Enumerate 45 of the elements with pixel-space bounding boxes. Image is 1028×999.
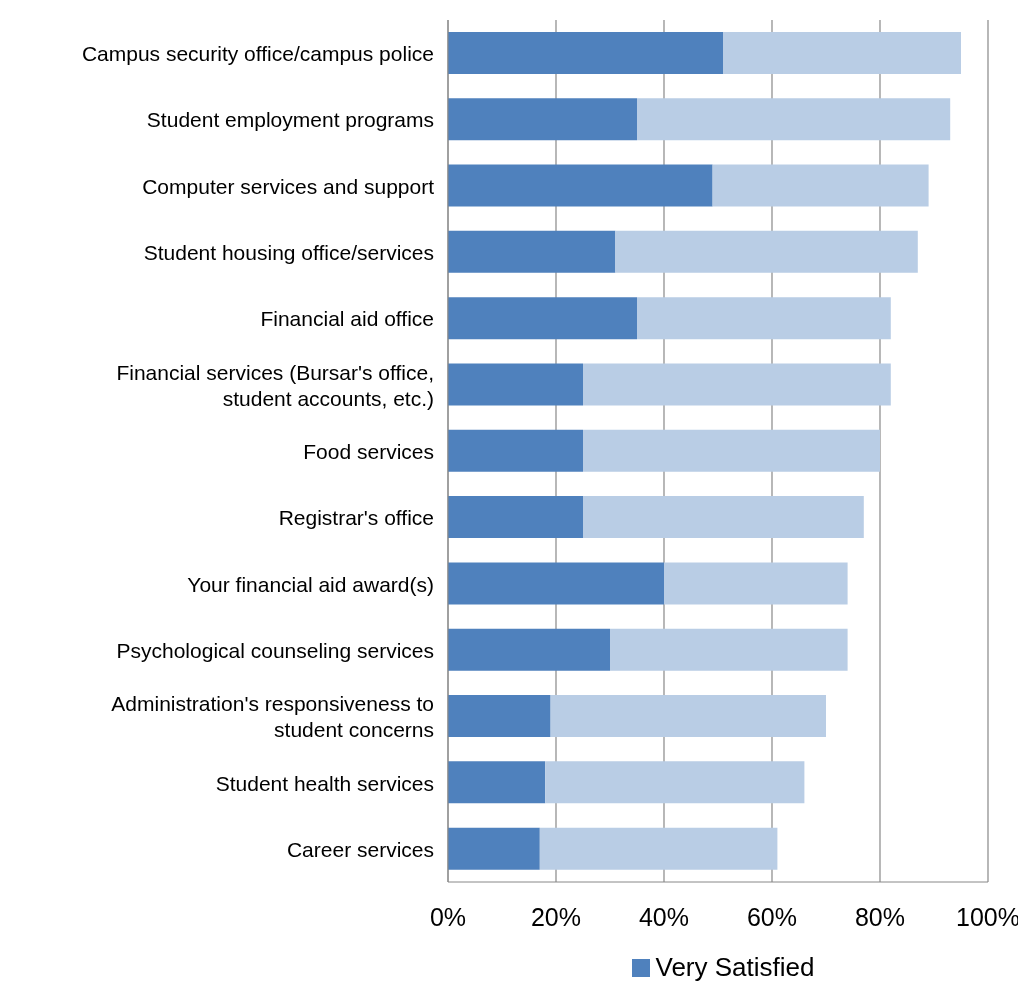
bar xyxy=(545,761,805,804)
y-tick-label: Student employment programs xyxy=(146,107,434,131)
y-tick-label: Computer services and support xyxy=(142,174,435,198)
bar xyxy=(610,628,848,671)
bar xyxy=(723,31,961,74)
x-tick-label: 60% xyxy=(746,902,798,931)
bar xyxy=(448,164,713,207)
y-tick-label: Your financial aid award(s) xyxy=(187,572,434,596)
legend-label: Very Satisfied xyxy=(655,952,815,983)
y-tick-label: Student health services xyxy=(215,771,434,795)
bar xyxy=(539,827,778,870)
y-tick-label: Student housing office/services xyxy=(143,240,434,264)
bar xyxy=(448,496,583,539)
bar xyxy=(448,628,610,671)
y-tick-label: Registrar's office xyxy=(278,505,434,529)
bar xyxy=(448,31,724,74)
y-tick-label: Career services xyxy=(286,837,434,861)
bar xyxy=(448,827,540,870)
bar xyxy=(448,363,583,406)
y-tick-label: Psychological counseling services xyxy=(116,638,434,662)
bar xyxy=(448,562,664,605)
bar xyxy=(664,562,848,605)
bar xyxy=(448,429,583,472)
y-tick-label: Administration's responsiveness to student concerns xyxy=(111,691,434,741)
bar xyxy=(448,230,616,273)
bar xyxy=(712,164,929,207)
bar xyxy=(448,695,551,738)
y-tick-label: Financial aid office xyxy=(260,306,434,330)
bar xyxy=(583,496,864,539)
bar xyxy=(448,761,546,804)
bar xyxy=(550,695,826,738)
x-tick-label: 40% xyxy=(638,902,690,931)
y-tick-label: Food services xyxy=(303,439,434,463)
y-tick-label: Campus security office/campus police xyxy=(81,41,434,65)
bar xyxy=(583,429,880,472)
bar xyxy=(448,98,637,141)
bar xyxy=(448,297,637,340)
bar xyxy=(615,230,918,273)
bar xyxy=(637,98,951,141)
x-tick-label: 0% xyxy=(429,902,467,931)
bar xyxy=(637,297,891,340)
x-tick-label: 20% xyxy=(530,902,582,931)
x-tick-label: 80% xyxy=(854,902,906,931)
y-tick-label: Financial services (Bursar's office, student accounts, etc.) xyxy=(116,360,434,410)
bar xyxy=(583,363,891,406)
